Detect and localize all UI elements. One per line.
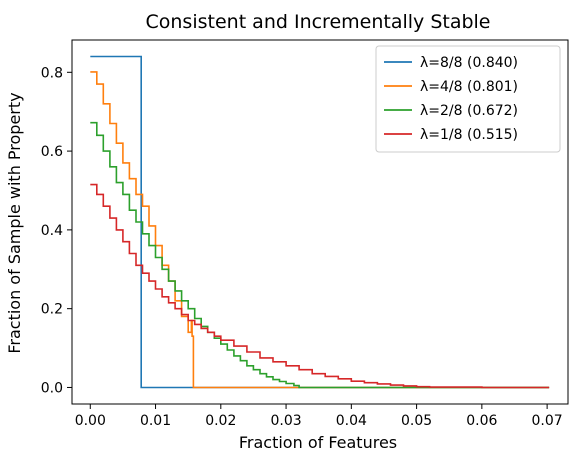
chart-title: Consistent and Incrementally Stable	[146, 11, 491, 33]
y-tick-label: 0.2	[41, 302, 63, 318]
legend-label-2: λ=4/8 (0.801)	[420, 79, 518, 95]
y-tick-label: 0.0	[41, 380, 63, 396]
x-tick-label: 0.04	[336, 413, 367, 429]
x-tick-label: 0.02	[205, 413, 236, 429]
x-tick-label: 0.06	[466, 413, 497, 429]
x-tick-label: 0.00	[75, 413, 106, 429]
plot-frame	[71, 39, 569, 405]
legend: λ=8/8 (0.840) λ=4/8 (0.801) λ=2/8 (0.672) λ…	[375, 45, 561, 153]
x-tick-label: 0.03	[270, 413, 301, 429]
series-line-3	[90, 121, 550, 389]
y-tick-label: 0.8	[41, 65, 63, 81]
series-line-4	[90, 183, 550, 389]
y-tick-label: 0.6	[41, 144, 63, 160]
legend-label-4: λ=1/8 (0.515)	[420, 127, 518, 143]
y-tick-label: 0.4	[41, 223, 63, 239]
legend-label-3: λ=2/8 (0.672)	[420, 103, 518, 119]
x-tick-label: 0.05	[401, 413, 432, 429]
plot-area	[71, 39, 569, 405]
axis-ticks: 0.00 0.01 0.02 0.03 0.04 0.05 0.06 0.07 0.0 0.2 0.…	[41, 65, 563, 429]
legend-label-1: λ=8/8 (0.840)	[420, 55, 518, 71]
x-tick-label: 0.07	[532, 413, 563, 429]
x-tick-label: 0.01	[140, 413, 171, 429]
legend-box	[375, 45, 561, 153]
series-line-2	[90, 71, 550, 389]
y-axis-label: Fraction of Sample with Property	[5, 92, 24, 353]
x-axis-label: Fraction of Features	[239, 433, 397, 452]
